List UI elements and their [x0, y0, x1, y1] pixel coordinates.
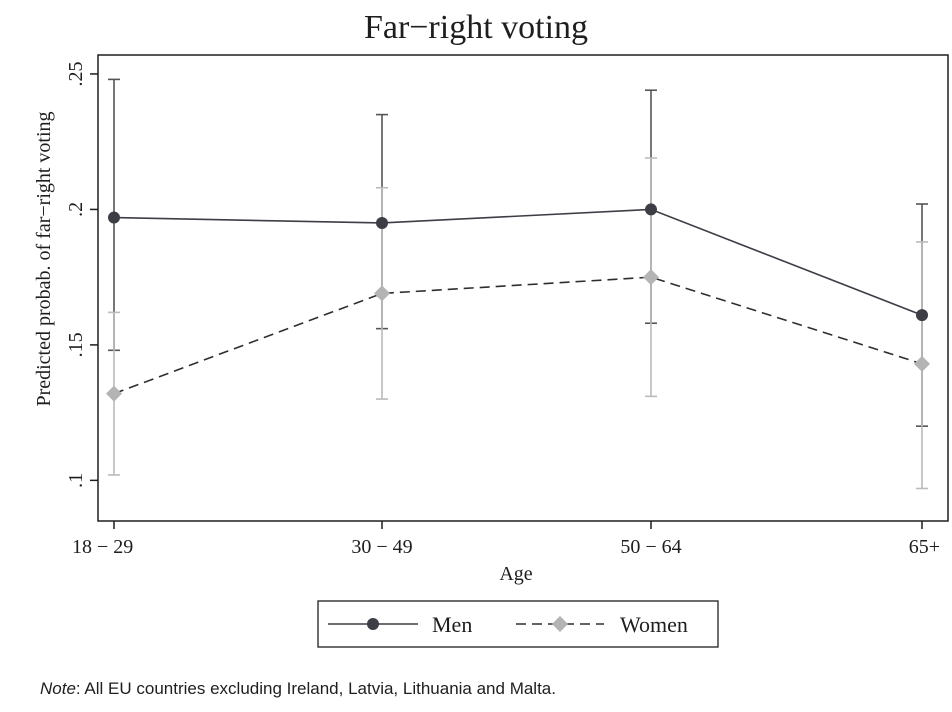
data-point-men — [376, 216, 388, 229]
legend-label-men: Men — [432, 612, 472, 637]
footnote-text: : All EU countries excluding Ireland, La… — [75, 679, 556, 698]
data-point-men — [645, 203, 657, 216]
data-point-women — [914, 355, 930, 372]
legend: Men Women — [317, 600, 719, 648]
chart-title: Far−right voting — [364, 9, 588, 46]
series-line-women — [113, 276, 923, 395]
legend-marker-men — [367, 618, 379, 630]
footnote-label: Note — [40, 679, 76, 698]
data-point-women — [374, 285, 390, 302]
x-tick-label: 50 − 64 — [620, 536, 681, 558]
data-point-women — [643, 269, 659, 286]
x-tick-label: 30 − 49 — [351, 536, 412, 558]
plot-area — [97, 54, 949, 522]
y-axis: .1 .15 .2 .25 — [65, 61, 98, 488]
chart: Far−right voting .1 .15 .2 .25 18 − 29 30 − … — [33, 9, 949, 648]
y-axis-label: Predicted probab. of far−right voting — [33, 111, 55, 406]
error-bars — [108, 78, 928, 490]
legend-label-women: Women — [620, 612, 688, 637]
data-point-women — [106, 385, 122, 402]
data-point-men — [916, 309, 928, 322]
x-tick-label: 65+ — [909, 536, 940, 558]
x-axis: 18 − 29 30 − 49 50 − 64 65+ — [72, 521, 940, 558]
series-line-men — [113, 208, 923, 316]
x-axis-label: Age — [499, 563, 532, 585]
legend-marker-women — [552, 616, 568, 632]
y-tick-label: .25 — [65, 61, 87, 86]
x-tick-label: 18 − 29 — [72, 536, 133, 558]
data-point-men — [108, 211, 120, 224]
y-tick-label: .2 — [65, 202, 87, 217]
y-tick-label: .1 — [65, 473, 87, 488]
series-lines — [113, 208, 923, 395]
series-markers — [106, 203, 930, 402]
plot-frame — [97, 54, 949, 522]
y-tick-label: .15 — [65, 332, 87, 357]
footnote: Note: All EU countries excluding Ireland… — [40, 679, 556, 699]
